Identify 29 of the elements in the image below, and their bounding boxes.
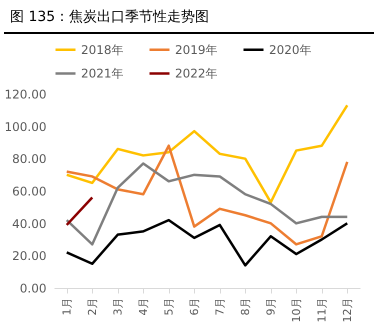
line-series	[66, 162, 348, 246]
y-tick-label: 80.00	[12, 152, 46, 166]
x-tick-label: 8月	[238, 298, 252, 316]
y-tick-label: 40.00	[12, 216, 46, 231]
y-tick-label: 60.00	[12, 184, 46, 198]
y-tick-label: 0.00	[20, 282, 46, 296]
x-tick-label: 2月	[86, 298, 99, 316]
x-tick-label: 10月	[290, 298, 303, 322]
legend-label: 2020年	[269, 42, 312, 57]
x-tick-label: 5月	[162, 298, 176, 316]
x-tick-label: 9月	[264, 298, 278, 316]
x-tick-label: 1月	[60, 298, 74, 316]
x-tick-label: 4月	[136, 298, 150, 316]
x-tick-label: 12月	[340, 298, 354, 322]
legend-label: 2022年	[175, 66, 218, 80]
x-tick-label: 7月	[213, 298, 226, 316]
line-series	[66, 144, 348, 246]
y-tick-label: 20.00	[12, 249, 46, 264]
line-series	[66, 218, 348, 267]
legend-label: 2021年	[81, 66, 124, 80]
y-tick-label: 120.00	[4, 88, 46, 102]
x-tick-label: 11月	[315, 298, 328, 322]
chart-title: 图 135：焦炭出口季节性走势图	[9, 8, 210, 27]
line-series	[66, 104, 348, 204]
x-tick-label: 3月	[111, 298, 124, 316]
y-tick-label: 100.00	[4, 120, 46, 134]
x-tick-label: 6月	[188, 298, 201, 316]
legend-label: 2019年	[175, 42, 218, 57]
legend-label: 2018年	[81, 42, 124, 57]
